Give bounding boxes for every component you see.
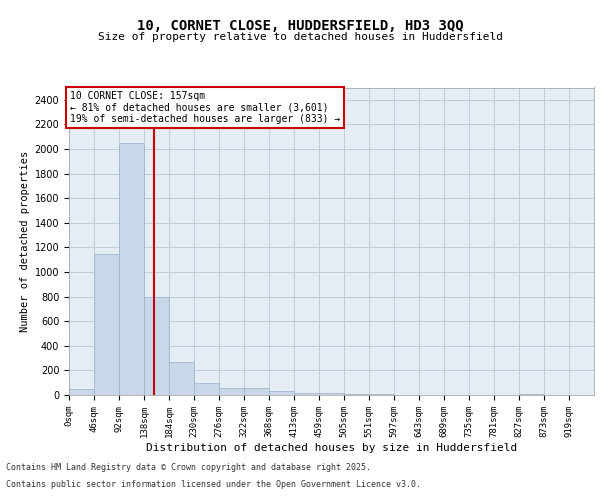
Bar [293,393,319,395]
Bar [519,394,544,395]
Bar [344,394,369,395]
Bar [169,362,194,395]
Text: 10 CORNET CLOSE: 157sqm
← 81% of detached houses are smaller (3,601)
19% of semi: 10 CORNET CLOSE: 157sqm ← 81% of detache… [70,91,340,124]
Text: Size of property relative to detached houses in Huddersfield: Size of property relative to detached ho… [97,32,503,42]
Text: 10, CORNET CLOSE, HUDDERSFIELD, HD3 3QQ: 10, CORNET CLOSE, HUDDERSFIELD, HD3 3QQ [137,19,463,33]
Bar [269,392,293,395]
Bar [369,394,394,395]
Bar [144,296,169,395]
Bar [69,389,94,395]
X-axis label: Distribution of detached houses by size in Huddersfield: Distribution of detached houses by size … [146,442,517,452]
Bar [244,388,269,395]
Bar [219,388,244,395]
Bar [119,143,144,395]
Text: Contains HM Land Registry data © Crown copyright and database right 2025.: Contains HM Land Registry data © Crown c… [6,464,371,472]
Bar [94,254,119,395]
Text: Contains public sector information licensed under the Open Government Licence v3: Contains public sector information licen… [6,480,421,489]
Y-axis label: Number of detached properties: Number of detached properties [20,150,31,332]
Bar [319,393,344,395]
Bar [194,382,219,395]
